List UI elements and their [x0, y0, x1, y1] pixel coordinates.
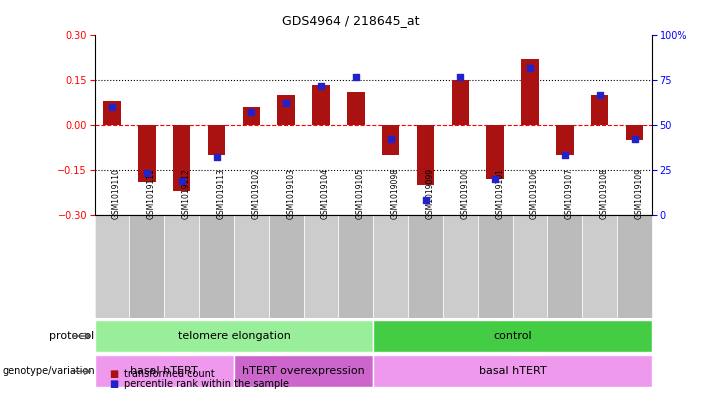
- Text: GSM1019111: GSM1019111: [147, 168, 156, 219]
- Bar: [173, 125, 191, 191]
- Bar: [347, 92, 365, 125]
- Text: ■: ■: [109, 379, 118, 389]
- Bar: [443, 215, 478, 318]
- Text: GSM1019103: GSM1019103: [286, 168, 295, 219]
- Bar: [547, 215, 583, 318]
- Point: [142, 170, 153, 176]
- Text: GSM1019112: GSM1019112: [182, 168, 191, 219]
- Bar: [617, 215, 652, 318]
- Point: [385, 136, 396, 142]
- Text: GSM1019098: GSM1019098: [390, 168, 400, 219]
- Text: protocol: protocol: [49, 331, 95, 341]
- Bar: [374, 355, 652, 387]
- Text: GSM1019109: GSM1019109: [634, 168, 644, 219]
- Point: [524, 64, 536, 71]
- Point: [176, 177, 187, 184]
- Text: GSM1019100: GSM1019100: [461, 168, 470, 219]
- Text: basal hTERT: basal hTERT: [130, 366, 198, 376]
- Bar: [95, 355, 234, 387]
- Text: transformed count: transformed count: [124, 369, 215, 379]
- Point: [455, 73, 466, 80]
- Bar: [103, 101, 121, 125]
- Point: [280, 100, 292, 107]
- Bar: [374, 320, 652, 352]
- Point: [246, 109, 257, 116]
- Bar: [486, 125, 504, 179]
- Text: hTERT overexpression: hTERT overexpression: [243, 366, 365, 376]
- Text: GSM1019110: GSM1019110: [112, 168, 121, 219]
- Bar: [512, 215, 547, 318]
- Text: ■: ■: [109, 369, 118, 379]
- Point: [350, 73, 362, 80]
- Text: GSM1019104: GSM1019104: [321, 168, 330, 219]
- Text: control: control: [494, 331, 532, 341]
- Bar: [268, 215, 304, 318]
- Text: GSM1019107: GSM1019107: [565, 168, 574, 219]
- Point: [315, 83, 327, 89]
- Bar: [234, 355, 374, 387]
- Bar: [130, 215, 164, 318]
- Point: [211, 154, 222, 160]
- Bar: [417, 125, 434, 185]
- Point: [420, 197, 431, 204]
- Text: GDS4964 / 218645_at: GDS4964 / 218645_at: [282, 14, 419, 27]
- Bar: [591, 95, 608, 125]
- Bar: [556, 125, 573, 155]
- Text: basal hTERT: basal hTERT: [479, 366, 547, 376]
- Text: GSM1019099: GSM1019099: [426, 167, 435, 219]
- Bar: [626, 125, 644, 140]
- Bar: [199, 215, 234, 318]
- Bar: [583, 215, 617, 318]
- Bar: [243, 107, 260, 125]
- Point: [629, 136, 640, 142]
- Point: [594, 91, 605, 97]
- Text: GSM1019113: GSM1019113: [217, 168, 226, 219]
- Bar: [95, 215, 130, 318]
- Bar: [207, 125, 225, 155]
- Bar: [164, 215, 199, 318]
- Bar: [339, 215, 374, 318]
- Bar: [304, 215, 339, 318]
- Point: [107, 104, 118, 110]
- Bar: [478, 215, 512, 318]
- Bar: [313, 84, 329, 125]
- Text: telomere elongation: telomere elongation: [177, 331, 290, 341]
- Bar: [138, 125, 156, 182]
- Bar: [382, 125, 400, 155]
- Text: GSM1019101: GSM1019101: [495, 168, 504, 219]
- Bar: [95, 320, 374, 352]
- Bar: [451, 80, 469, 125]
- Bar: [234, 215, 268, 318]
- Text: GSM1019105: GSM1019105: [356, 168, 365, 219]
- Bar: [374, 215, 408, 318]
- Text: GSM1019102: GSM1019102: [252, 168, 260, 219]
- Bar: [408, 215, 443, 318]
- Bar: [522, 59, 539, 125]
- Text: genotype/variation: genotype/variation: [2, 366, 95, 376]
- Text: GSM1019108: GSM1019108: [599, 168, 608, 219]
- Point: [489, 176, 501, 182]
- Text: GSM1019106: GSM1019106: [530, 168, 539, 219]
- Bar: [278, 95, 295, 125]
- Point: [559, 152, 571, 159]
- Text: percentile rank within the sample: percentile rank within the sample: [124, 379, 289, 389]
